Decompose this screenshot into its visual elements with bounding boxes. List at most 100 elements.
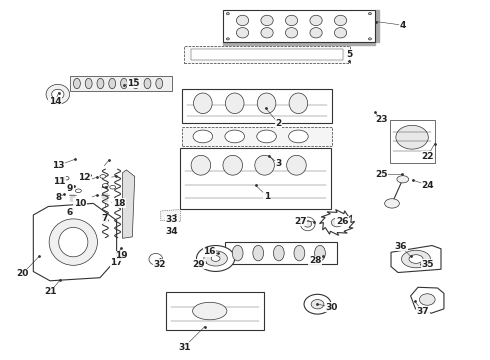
Ellipse shape	[74, 78, 80, 89]
Text: 7: 7	[101, 215, 108, 223]
Ellipse shape	[237, 15, 249, 26]
Ellipse shape	[204, 251, 227, 266]
Ellipse shape	[401, 250, 431, 268]
Ellipse shape	[211, 256, 220, 261]
Text: 5: 5	[346, 50, 352, 59]
Ellipse shape	[109, 78, 116, 89]
Ellipse shape	[368, 13, 371, 15]
Polygon shape	[391, 246, 441, 273]
Ellipse shape	[397, 176, 409, 183]
Text: 35: 35	[421, 260, 434, 269]
Ellipse shape	[285, 15, 297, 26]
Ellipse shape	[335, 28, 347, 38]
Ellipse shape	[368, 38, 371, 40]
Ellipse shape	[289, 130, 308, 143]
Ellipse shape	[331, 218, 343, 227]
Text: 1: 1	[264, 192, 270, 201]
Text: 15: 15	[127, 79, 140, 88]
Ellipse shape	[144, 78, 151, 89]
Bar	[180, 148, 331, 209]
Text: 24: 24	[421, 181, 434, 189]
Polygon shape	[122, 170, 135, 238]
Ellipse shape	[132, 78, 139, 89]
Text: 32: 32	[153, 260, 166, 269]
Text: 10: 10	[74, 199, 86, 207]
Ellipse shape	[149, 253, 163, 265]
Ellipse shape	[191, 156, 211, 175]
Ellipse shape	[310, 28, 322, 38]
Ellipse shape	[253, 245, 264, 261]
Ellipse shape	[257, 93, 276, 113]
Text: 36: 36	[394, 242, 407, 251]
Text: 8: 8	[56, 193, 62, 202]
Ellipse shape	[261, 28, 273, 38]
Ellipse shape	[396, 125, 428, 149]
Ellipse shape	[409, 255, 423, 264]
Text: 11: 11	[52, 177, 65, 186]
Text: 25: 25	[375, 170, 388, 179]
Ellipse shape	[419, 294, 435, 305]
Ellipse shape	[58, 178, 64, 182]
Ellipse shape	[226, 13, 229, 15]
Ellipse shape	[287, 156, 306, 175]
Ellipse shape	[223, 156, 243, 175]
Polygon shape	[33, 203, 117, 281]
Text: 22: 22	[421, 152, 434, 161]
Ellipse shape	[335, 15, 347, 26]
Text: 34: 34	[165, 228, 178, 237]
Ellipse shape	[193, 302, 227, 320]
Ellipse shape	[315, 245, 325, 261]
Ellipse shape	[156, 78, 163, 89]
Ellipse shape	[63, 176, 69, 180]
Text: 28: 28	[309, 256, 321, 265]
Ellipse shape	[110, 185, 116, 189]
Ellipse shape	[97, 78, 104, 89]
Ellipse shape	[237, 28, 249, 38]
Bar	[225, 242, 337, 264]
Ellipse shape	[194, 93, 212, 113]
Ellipse shape	[225, 130, 245, 143]
Ellipse shape	[68, 185, 74, 189]
Ellipse shape	[261, 15, 273, 26]
Text: 37: 37	[416, 307, 429, 315]
Bar	[70, 76, 172, 91]
Polygon shape	[161, 210, 180, 222]
Ellipse shape	[49, 219, 98, 265]
Bar	[182, 127, 332, 146]
Ellipse shape	[226, 38, 229, 40]
Ellipse shape	[51, 89, 64, 99]
Ellipse shape	[85, 78, 92, 89]
Ellipse shape	[225, 93, 244, 113]
Text: 23: 23	[375, 115, 388, 124]
Ellipse shape	[310, 15, 322, 26]
Ellipse shape	[273, 245, 284, 261]
Text: 26: 26	[336, 217, 348, 225]
Ellipse shape	[285, 28, 297, 38]
Text: 12: 12	[78, 174, 91, 183]
Ellipse shape	[294, 245, 305, 261]
Ellipse shape	[255, 156, 274, 175]
Ellipse shape	[193, 130, 213, 143]
Ellipse shape	[232, 245, 243, 261]
Bar	[182, 89, 332, 123]
Ellipse shape	[257, 130, 276, 143]
Ellipse shape	[46, 85, 70, 104]
Ellipse shape	[300, 217, 315, 231]
Ellipse shape	[75, 189, 81, 193]
Text: 33: 33	[165, 215, 178, 224]
Ellipse shape	[83, 175, 89, 178]
Text: 20: 20	[16, 269, 29, 278]
Text: 2: 2	[275, 119, 281, 128]
Bar	[184, 46, 350, 63]
Text: 6: 6	[67, 208, 73, 217]
Text: 16: 16	[203, 248, 216, 256]
Bar	[166, 292, 264, 330]
Text: 4: 4	[399, 21, 406, 30]
Text: 30: 30	[325, 303, 338, 312]
Ellipse shape	[311, 300, 324, 309]
Text: 31: 31	[178, 343, 191, 351]
Bar	[390, 120, 435, 163]
Text: 14: 14	[49, 97, 61, 106]
Ellipse shape	[196, 246, 235, 271]
Polygon shape	[411, 287, 444, 313]
